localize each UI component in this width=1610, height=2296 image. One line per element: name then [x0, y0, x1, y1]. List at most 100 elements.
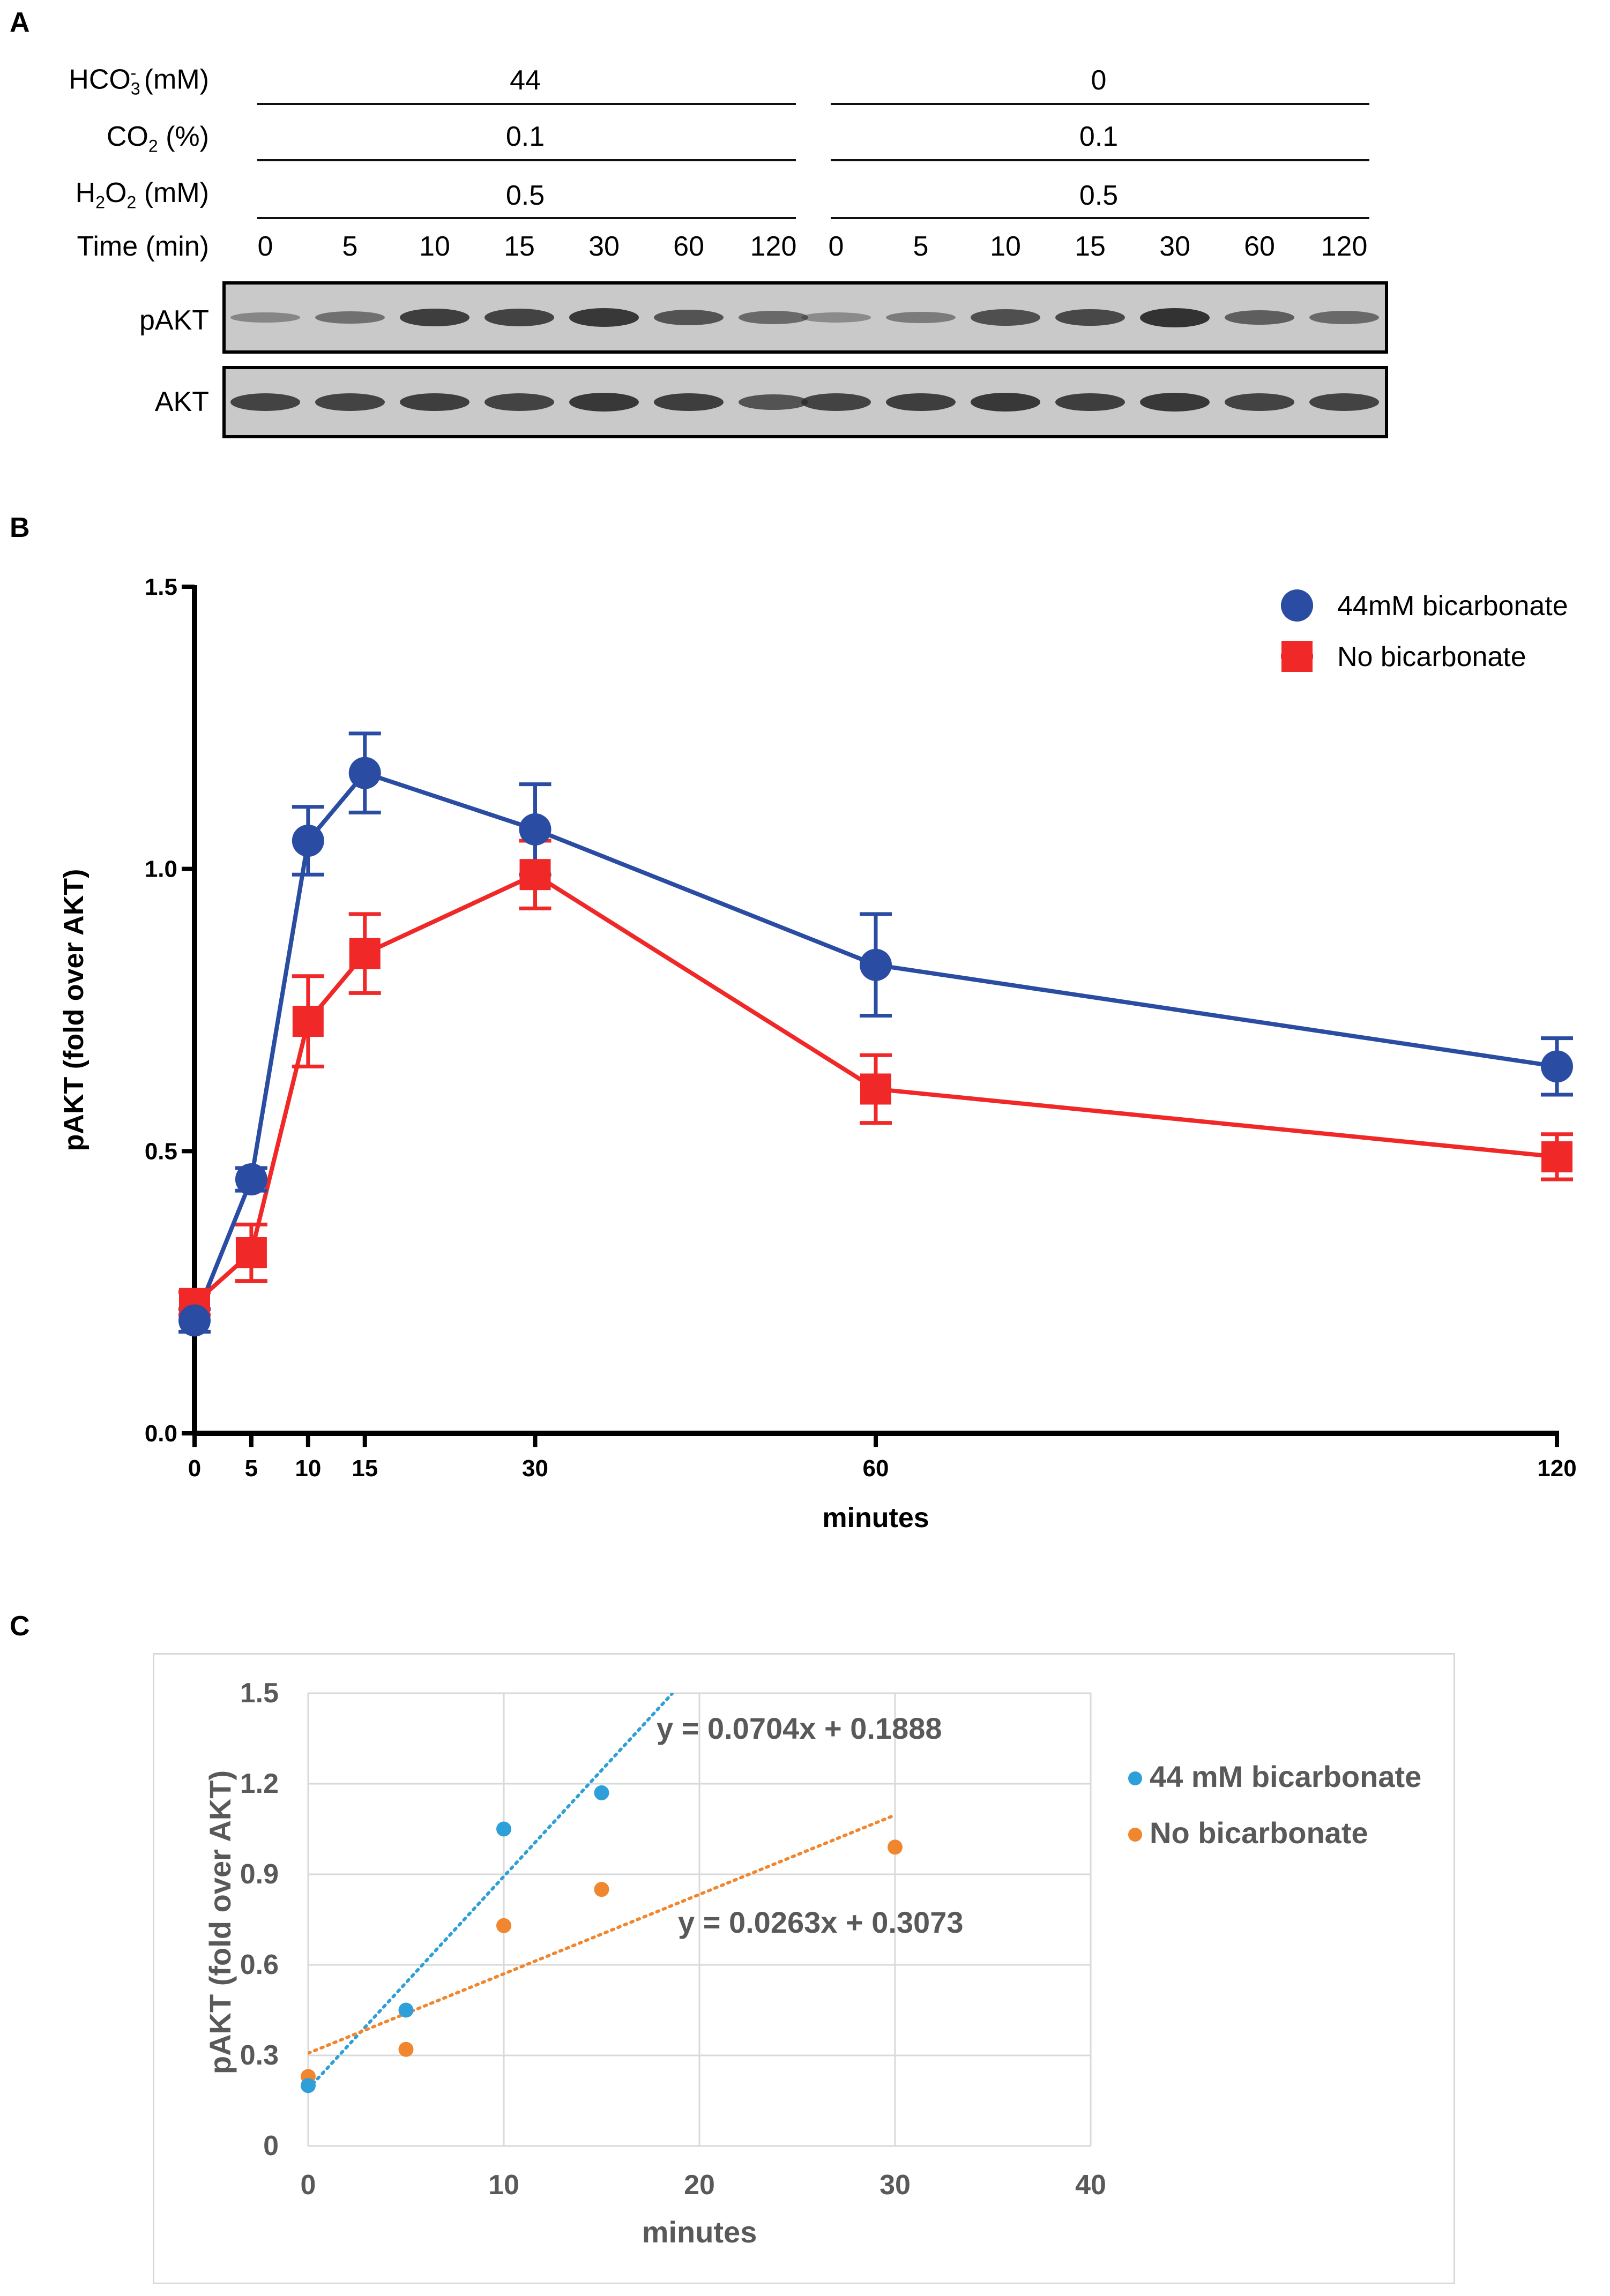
blot-band [1225, 310, 1294, 325]
data-point [235, 1163, 267, 1195]
co2-right-line [831, 159, 1369, 161]
y-tick-label: 1.2 [240, 1768, 279, 1799]
blot-band [569, 308, 639, 327]
y-tick-label: 0.3 [240, 2040, 279, 2071]
time-point-label: 15 [504, 231, 535, 262]
blot-band [1225, 393, 1294, 411]
x-tick-label: 30 [879, 2170, 911, 2201]
x-tick-label: 30 [522, 1455, 548, 1482]
time-point-label: 60 [1244, 231, 1275, 262]
series-line [192, 770, 1557, 1321]
data-point [398, 2002, 414, 2018]
pakt-blot [222, 281, 1388, 354]
legend-label: No bicarbonate [1337, 641, 1526, 672]
hco3-right-value: 0 [1091, 65, 1107, 96]
x-tick-label: 15 [352, 1455, 378, 1482]
blot-band [230, 393, 300, 411]
time-point-label: 10 [990, 231, 1021, 262]
x-tick-label: 40 [1075, 2170, 1106, 2201]
h2o2-label: H2O2 (mM) [75, 177, 209, 212]
data-point [888, 1839, 903, 1855]
x-tick-label: 0 [188, 1455, 201, 1482]
y-tick-label: 0 [263, 2130, 279, 2162]
y-axis-label: pAKT (fold over AKT) [58, 869, 90, 1151]
time-point-label: 0 [257, 231, 273, 262]
legend-marker [1281, 589, 1313, 622]
legend-label: 44mM bicarbonate [1337, 590, 1568, 622]
data-point [496, 1918, 511, 1933]
data-point [348, 757, 381, 789]
blot-band [654, 393, 724, 412]
blot-band [886, 393, 956, 412]
y-tick-label: 1.5 [145, 574, 177, 600]
blot-band [400, 308, 469, 327]
data-point [519, 859, 551, 891]
hco3-label: HCO3- (mM) [69, 63, 209, 99]
time-point-label: 120 [1321, 231, 1368, 262]
blot-band [485, 393, 554, 411]
legend-label: 44 mM bicarbonate [1150, 1760, 1421, 1793]
time-point-label: 120 [750, 231, 797, 262]
panel-c-frame [153, 1653, 1455, 2284]
panel-a-label: A [10, 7, 30, 38]
blot-band [315, 393, 385, 411]
blot-band [1140, 393, 1210, 412]
blot-band [400, 393, 469, 412]
co2-left-value: 0.1 [505, 121, 545, 152]
data-point [1541, 1141, 1572, 1172]
blot-band [1140, 308, 1210, 327]
data-point [1541, 1050, 1573, 1083]
y-tick-label: 1.0 [145, 856, 177, 882]
time-point-label: 60 [673, 231, 704, 262]
blot-band [654, 309, 724, 326]
co2-right-value: 0.1 [1079, 121, 1119, 152]
data-point [398, 2041, 414, 2057]
pakt-blot-label: pAKT [139, 305, 209, 336]
hco3-left-line [257, 103, 796, 105]
blot-band [739, 394, 808, 410]
time-point-label: 5 [913, 231, 929, 262]
data-point [292, 1006, 324, 1037]
blot-band [971, 309, 1040, 326]
h2o2-left-value: 0.5 [505, 180, 545, 211]
x-tick-label: 10 [295, 1455, 321, 1482]
legend-marker [1128, 1828, 1142, 1842]
akt-blot-label: AKT [154, 386, 209, 417]
x-axis-label: minutes [822, 1502, 929, 1534]
blot-band [801, 393, 871, 411]
h2o2-left-line [257, 217, 796, 219]
time-point-label: 15 [1075, 231, 1106, 262]
data-point [292, 825, 324, 857]
data-point [860, 948, 892, 981]
y-tick-label: 0.9 [240, 1859, 279, 1890]
akt-blot [222, 366, 1388, 438]
panel-c-label: C [10, 1611, 30, 1642]
x-axis-label: minutes [642, 2215, 757, 2249]
blot-band [886, 311, 956, 324]
time-point-label: 5 [342, 231, 358, 262]
time-point-label: 10 [419, 231, 450, 262]
data-point [496, 1821, 511, 1837]
blot-band [1055, 393, 1125, 412]
legend-label: No bicarbonate [1150, 1816, 1368, 1850]
time-point-label: 30 [1159, 231, 1190, 262]
co2-left-line [257, 159, 796, 161]
blot-band [971, 393, 1040, 412]
x-tick-label: 10 [488, 2170, 519, 2201]
y-tick-label: 0.6 [240, 1949, 279, 1980]
y-tick-label: 0.0 [145, 1420, 177, 1447]
time-point-label: 30 [588, 231, 620, 262]
x-tick-label: 5 [245, 1455, 258, 1482]
blot-band [315, 311, 385, 324]
x-tick-label: 60 [863, 1455, 889, 1482]
data-point [349, 938, 381, 969]
data-point [860, 1073, 891, 1105]
trendline [308, 1693, 674, 2091]
x-tick-label: 120 [1537, 1455, 1576, 1482]
blot-band [801, 312, 871, 323]
blot-band [1309, 393, 1379, 411]
time-label: Time (min) [77, 231, 210, 262]
blot-band [485, 309, 554, 326]
time-point-label: 0 [828, 231, 844, 262]
co2-label: CO2 (%) [106, 121, 209, 156]
